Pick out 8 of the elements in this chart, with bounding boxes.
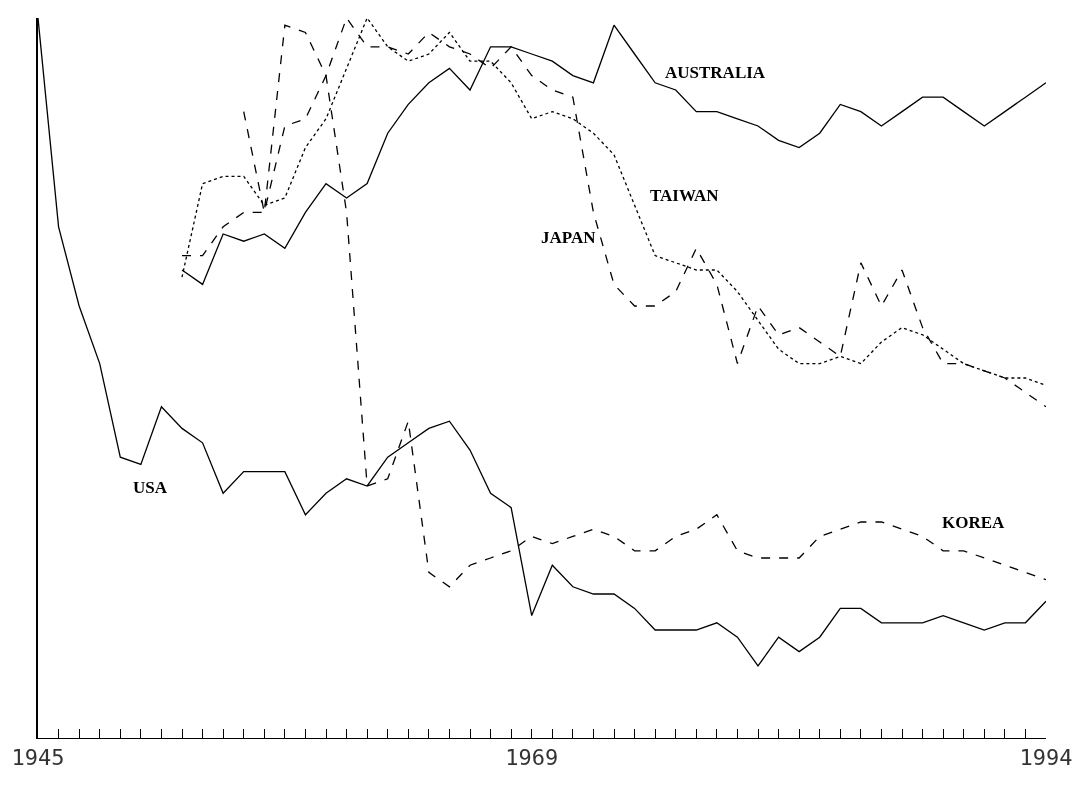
- x-tick-label: 1994: [1019, 745, 1073, 771]
- x-tick-label: 1945: [11, 745, 65, 771]
- series-label: USA: [133, 478, 168, 497]
- series-label: TAIWAN: [650, 186, 720, 205]
- x-tick-label: 1969: [505, 745, 559, 771]
- series-label: KOREA: [942, 513, 1006, 532]
- series-label: JAPAN: [541, 228, 597, 247]
- series-label: AUSTRALIA: [665, 63, 766, 82]
